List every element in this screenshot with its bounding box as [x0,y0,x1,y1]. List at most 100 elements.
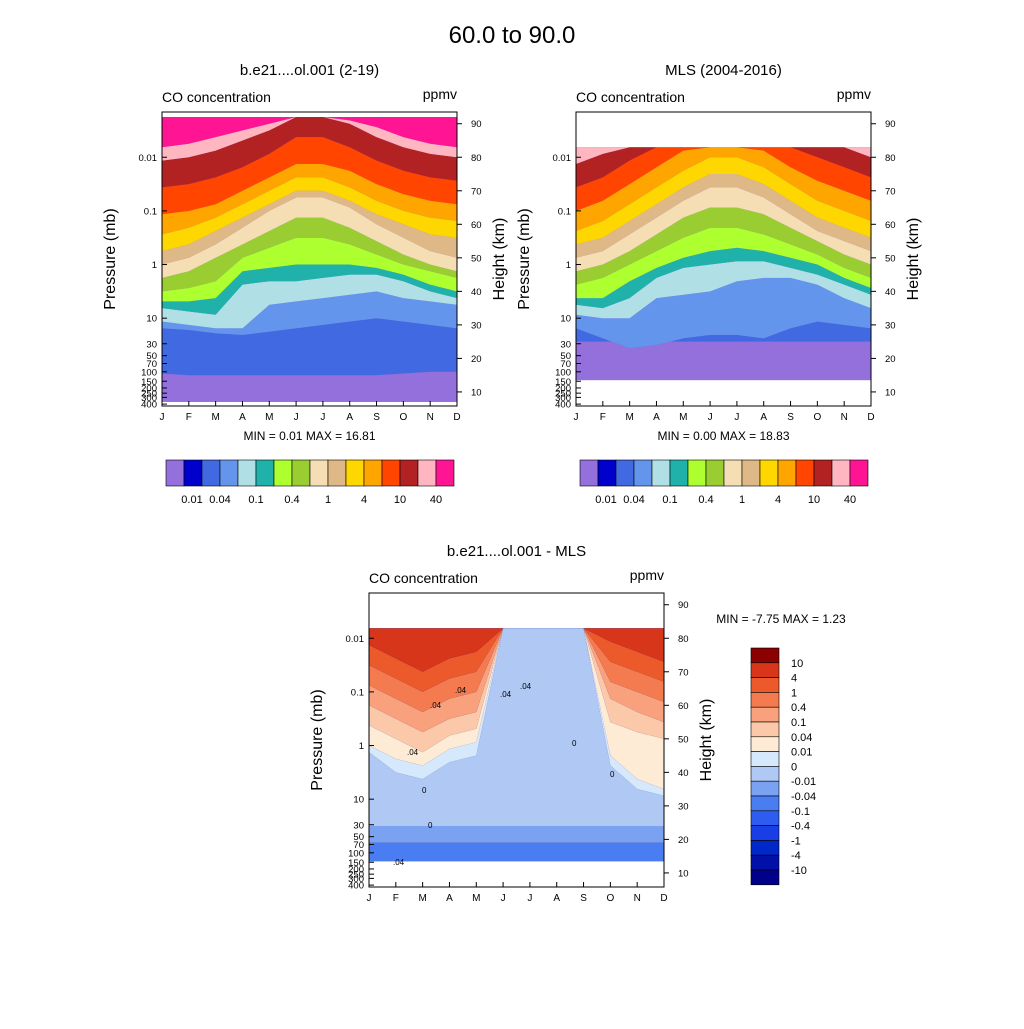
x-tick-label: M [472,893,480,904]
y-tick-label: 400 [141,400,157,411]
plot-frame [368,592,665,888]
contour-band [162,164,457,235]
y2-tick-label: 20 [885,354,896,365]
colorbar-label: 0.04 [209,494,230,506]
contour-band [369,628,664,796]
contour-band [576,261,871,319]
y2-tick-label: 60 [471,220,482,231]
x-tick-label: D [453,412,460,423]
y2-axis-label: Height (km) [698,699,715,782]
y-tick-label: 0.1 [351,687,364,698]
contour-label: 0 [428,821,433,830]
colorbar-label: 4 [791,673,797,685]
x-tick-label: F [600,412,606,423]
colorbar-swatch [750,766,780,782]
contour-band [576,277,871,349]
x-tick-label: S [787,412,794,423]
contour-band [162,190,457,265]
contour-band [162,117,457,161]
x-tick-label: D [660,893,667,904]
y-axis-label: Pressure (mb) [102,208,119,309]
colorbar-label: 0.01 [181,494,202,506]
contour-band [576,187,871,272]
colorbar-swatch [633,459,653,487]
contour-label: .04 [500,690,512,699]
y2-tick-label: 20 [471,354,482,365]
y-tick-label: 1 [152,260,157,271]
y2-tick-label: 30 [471,320,482,331]
colorbar-label: -0.01 [791,776,816,788]
colorbar-label: 1 [325,494,331,506]
colorbar-swatch [669,459,689,487]
y-tick-label: 30 [146,339,157,350]
y-tick-label: 100 [348,848,364,859]
colorbar-swatch [750,780,780,797]
y-tick-label: 50 [560,351,571,362]
colorbar-model: 0.01 0.04 0.1 0.4 1 4 10 40 [165,459,455,506]
panel-title: MLS (2004-2016) [665,62,782,79]
y-tick-label: 0.1 [144,206,157,217]
units-label: ppmv [423,86,457,102]
contour-label: 0 [572,739,577,748]
x-tick-label: M [418,893,426,904]
y-tick-label: 400 [348,881,364,892]
x-tick-label: S [373,412,380,423]
contour-band [162,117,457,188]
y-tick-label: 300 [555,393,571,404]
colorbar-label: -1 [791,835,801,847]
colorbar-label: 0.1 [791,717,806,729]
y-tick-label: 30 [560,339,571,350]
contour-band [576,147,871,188]
colorbar-swatch [597,459,617,487]
variable-label: CO concentration [576,89,685,105]
x-tick-label: J [708,412,713,423]
contour-band [576,227,871,299]
x-tick-label: J [160,412,165,423]
contour-band [162,117,457,148]
y-tick-label: 70 [560,359,571,370]
x-tick-label: O [813,412,821,423]
colorbar-label: 0.4 [698,494,713,506]
colorbar-swatch [219,459,239,487]
colorbar-swatch [750,647,780,664]
colorbar-swatch [777,459,797,487]
x-tick-label: J [320,412,325,423]
y2-tick-label: 60 [678,701,689,712]
min-max-label: MIN = 0.01 MAX = 16.81 [243,429,375,443]
colorbar-label: 4 [361,494,367,506]
contour-band [162,264,457,315]
colorbar-label: -10 [791,865,807,877]
x-tick-label: J [574,412,579,423]
panel-title: b.e21....ol.001 - MLS [447,543,586,560]
colorbar-swatch [750,854,780,871]
contour-band [369,628,664,753]
y-tick-label: 250 [348,870,364,881]
colorbar-label: 0.04 [791,732,812,744]
contour-label: .04 [520,682,532,691]
colorbar-swatch [255,459,275,487]
colorbar-label: 1 [739,494,745,506]
y2-tick-label: 80 [471,153,482,164]
colorbar-swatch [750,810,780,826]
x-tick-label: J [294,412,299,423]
x-tick-label: A [346,412,353,423]
x-tick-label: M [679,412,687,423]
colorbar-label: 0.1 [662,494,677,506]
contour-band [162,137,457,215]
contour-band [369,628,664,826]
contour-band [369,842,664,862]
colorbar-label: 0.4 [791,702,806,714]
colorbar-swatch [741,459,761,487]
colorbar-swatch [750,706,780,723]
x-tick-label: D [867,412,874,423]
colorbar-label: 0.01 [595,494,616,506]
contour-band [576,147,871,231]
y-tick-label: 10 [353,795,364,806]
colorbar-label: 0.04 [623,494,644,506]
colorbar-label: 10 [808,494,820,506]
y-tick-label: 1 [566,260,571,271]
colorbar-swatch [723,459,743,487]
x-tick-label: N [427,412,434,423]
x-tick-label: S [580,893,587,904]
